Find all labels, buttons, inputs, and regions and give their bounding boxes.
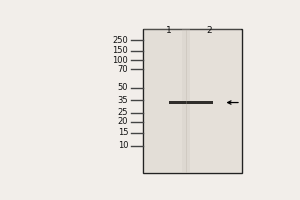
Text: 10: 10 xyxy=(118,141,128,150)
Text: 250: 250 xyxy=(112,36,128,45)
Bar xyxy=(169,101,213,104)
Text: 20: 20 xyxy=(118,117,128,126)
Text: 35: 35 xyxy=(118,96,128,105)
Text: 150: 150 xyxy=(112,46,128,55)
Text: 100: 100 xyxy=(112,56,128,65)
Bar xyxy=(143,29,242,173)
Text: 70: 70 xyxy=(118,65,128,74)
Text: 1: 1 xyxy=(166,26,172,35)
Text: 50: 50 xyxy=(118,83,128,92)
Text: 15: 15 xyxy=(118,128,128,137)
Text: 25: 25 xyxy=(118,108,128,117)
Bar xyxy=(145,29,190,173)
Bar xyxy=(182,29,241,173)
Text: 2: 2 xyxy=(207,26,212,35)
